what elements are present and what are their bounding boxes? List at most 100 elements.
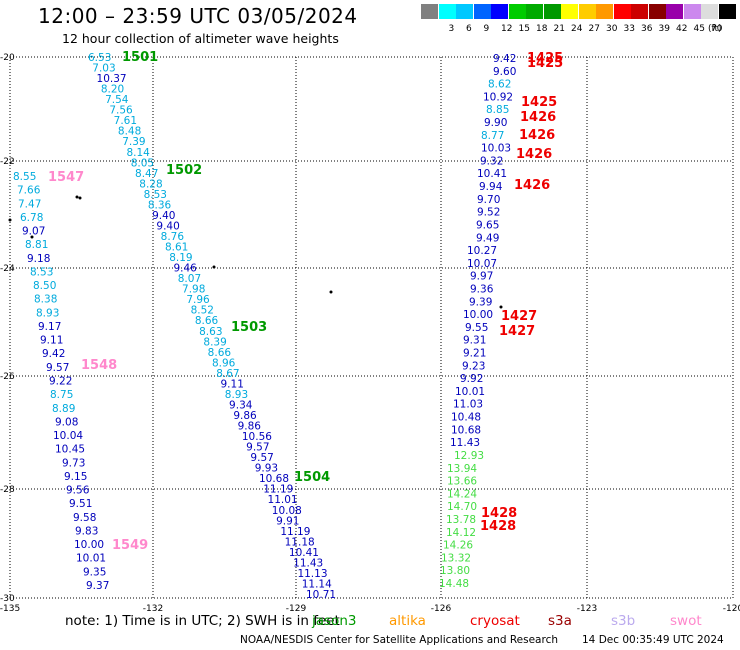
swh-value: 8.53: [30, 266, 53, 278]
swh-value: 8.39: [203, 336, 226, 348]
pass-id-label: 1501: [122, 50, 158, 65]
swh-value: 8.89: [52, 403, 75, 415]
island-marker: [78, 196, 82, 200]
pass-id-label: 1547: [48, 170, 84, 185]
swh-value: 10.56: [242, 431, 272, 443]
island-marker: [75, 195, 79, 199]
swh-value: 8.55: [13, 171, 36, 183]
swh-value: 10.07: [467, 258, 497, 270]
legend-tick-label: 45: [693, 24, 705, 34]
swh-value: 12.93: [454, 450, 484, 462]
swh-value: 13.66: [447, 476, 477, 488]
lat-tick-label: -20: [0, 53, 15, 63]
swh-value: 9.40: [152, 210, 175, 222]
swh-value: 9.86: [238, 421, 262, 433]
swh-value: 9.57: [250, 452, 273, 464]
swh-value: 8.36: [148, 199, 172, 211]
pass-id-label: 1427: [499, 324, 535, 339]
legend-swatch: [718, 4, 736, 19]
legend-swatch: [578, 4, 596, 19]
swh-value: 10.68: [259, 473, 289, 485]
swh-value: 14.48: [439, 578, 469, 590]
legend-tick-label: 15: [518, 24, 530, 34]
swh-value: 9.55: [465, 322, 488, 334]
footer-note: note: 1) Time is in UTC; 2) SWH is in fe…: [65, 613, 340, 629]
pass-id-label: 1549: [112, 538, 148, 553]
swh-value: 9.86: [233, 410, 257, 422]
swh-value: 9.07: [22, 226, 45, 238]
legend-swatch: [456, 4, 473, 19]
swh-value: 9.60: [493, 66, 516, 78]
swh-value: 11.19: [280, 526, 310, 538]
legend-tick-label: 3: [448, 24, 455, 34]
swh-value: 9.31: [463, 335, 486, 347]
swh-value: 9.58: [73, 512, 96, 524]
swh-value: 10.92: [483, 91, 513, 103]
swh-value: 9.46: [173, 263, 197, 275]
swh-value: 7.66: [17, 185, 41, 197]
swh-value: 8.38: [34, 294, 57, 306]
swh-value: 10.41: [477, 168, 507, 180]
pass-id-label: 1426: [520, 110, 556, 125]
swh-value: 8.63: [199, 326, 222, 338]
legend-tick-label: 9: [483, 24, 490, 34]
mission-label: swot: [670, 613, 702, 629]
swh-value: 8.19: [169, 252, 192, 264]
legend-swatch: [613, 4, 631, 19]
legend-swatch: [666, 4, 683, 19]
mission-label: s3a: [548, 613, 572, 629]
swh-value: 9.51: [69, 498, 92, 510]
swh-value: 9.42: [493, 53, 516, 65]
swh-value: 11.18: [285, 536, 315, 548]
credit-text: NOAA/NESDIS Center for Satellite Applica…: [240, 634, 558, 646]
swh-value: 8.75: [50, 389, 73, 401]
swh-value: 9.73: [62, 457, 85, 469]
island-marker: [30, 235, 34, 239]
swh-value: 9.92: [460, 373, 483, 385]
swh-value: 11.01: [268, 494, 298, 506]
mission-label: altika: [389, 613, 426, 629]
island-marker: [8, 218, 12, 222]
legend-tick-label: 21: [553, 24, 565, 34]
legend-tick-label: 6: [466, 24, 472, 34]
swh-value: 9.83: [75, 525, 98, 537]
swh-value: 9.11: [40, 335, 63, 347]
pass-id-label: 1428: [480, 519, 516, 534]
swh-value: 9.90: [484, 117, 507, 129]
swh-value: 14.70: [447, 501, 477, 513]
swh-value: 9.93: [255, 463, 278, 475]
swh-value: 14.26: [443, 540, 473, 552]
swh-value: 9.34: [229, 399, 253, 411]
swh-value: 9.94: [479, 181, 503, 193]
swh-value: 10.37: [97, 73, 127, 85]
swh-value: 9.39: [469, 296, 492, 308]
lon-tick-label: -132: [143, 604, 163, 614]
swh-value: 10.27: [467, 245, 497, 257]
swh-value: 8.66: [195, 315, 219, 327]
swh-value: 8.66: [208, 347, 232, 359]
swh-value: 9.97: [470, 271, 493, 283]
swh-value: 7.61: [114, 115, 137, 127]
pass-id-label: 1426: [514, 178, 550, 193]
swh-value: 11.43: [293, 557, 323, 569]
legend-tick-label: 30: [606, 24, 618, 34]
legend-swatch: [473, 4, 491, 19]
swh-value: 10.01: [76, 553, 106, 565]
legend-tick-label: 39: [658, 24, 670, 34]
swh-value: 7.56: [109, 105, 133, 117]
legend-swatch: [631, 4, 648, 19]
swh-value: 8.47: [135, 168, 158, 180]
swh-value: 10.45: [55, 444, 85, 456]
swh-value: 10.04: [53, 430, 83, 442]
swh-value: 11.19: [263, 484, 293, 496]
legend-tick-label: 70: [711, 24, 723, 34]
swh-value: 9.42: [42, 348, 65, 360]
pass-id-label: 1425: [521, 95, 557, 110]
lat-tick-label: -30: [0, 594, 15, 604]
swh-value: 8.85: [486, 104, 509, 116]
swh-value: 8.67: [216, 368, 239, 380]
mission-label: jason3: [312, 613, 357, 629]
lat-tick-label: -28: [0, 485, 15, 495]
legend-swatch: [648, 4, 666, 19]
